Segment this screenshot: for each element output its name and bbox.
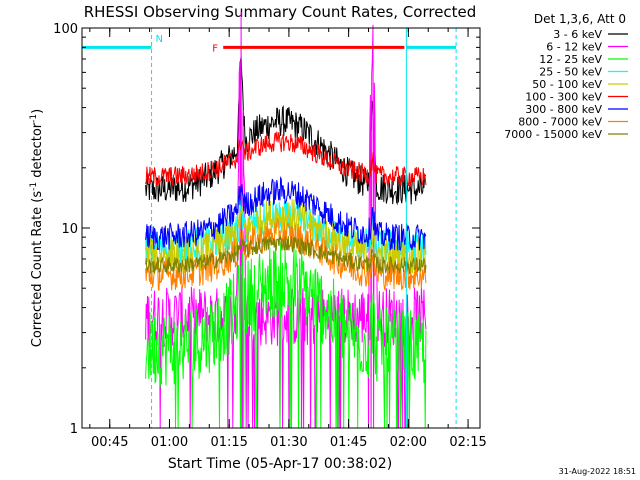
series-layer — [145, 11, 427, 429]
legend-label: 800 - 7000 keV — [518, 116, 602, 129]
legend-label: 7000 - 15000 keV — [504, 128, 602, 141]
legend-label: 3 - 6 keV — [553, 28, 602, 41]
overlay-layer: NF — [82, 28, 457, 428]
x-tick-label: 01:30 — [270, 435, 307, 450]
night-label: N — [156, 34, 163, 45]
series-line — [145, 56, 426, 206]
chart-title: RHESSI Observing Summary Count Rates, Co… — [84, 3, 477, 21]
series-line — [145, 131, 427, 187]
y-axis: 1 10 100 — [53, 22, 480, 437]
y-axis-label-sup2: -1 — [29, 114, 39, 123]
y-axis-label-main: Corrected Count Rate (s — [30, 191, 45, 348]
legend-label: 25 - 50 keV — [539, 66, 602, 79]
flare-label: F — [212, 43, 218, 54]
series-line — [145, 241, 427, 429]
y-tick-label: 10 — [61, 222, 78, 237]
series-line — [145, 11, 427, 429]
y-axis-label: Corrected Count Rate (s-1 detector-1) — [29, 109, 45, 347]
legend-label: 300 - 800 keV — [525, 103, 602, 116]
y-tick-label: 100 — [53, 22, 78, 37]
timestamp: 31-Aug-2022 18:51 — [559, 467, 636, 476]
x-tick-label: 01:15 — [210, 435, 247, 450]
legend-label: 50 - 100 keV — [532, 78, 602, 91]
y-axis-label-mid: detector — [30, 122, 45, 182]
legend-label: 6 - 12 keV — [546, 41, 602, 54]
x-tick-label: 01:45 — [330, 435, 367, 450]
legend-label: 12 - 25 keV — [539, 53, 602, 66]
y-tick-label: 1 — [70, 422, 78, 437]
x-tick-label: 02:00 — [390, 435, 427, 450]
y-axis-label-end: ) — [30, 109, 45, 114]
legend-label: 100 - 300 keV — [525, 91, 602, 104]
series-line — [145, 235, 427, 275]
x-axis-label: Start Time (05-Apr-17 00:38:02) — [168, 456, 392, 472]
legend-header: Det 1,3,6, Att 0 — [534, 12, 626, 26]
series-line — [145, 176, 427, 251]
x-tick-label: 02:15 — [449, 435, 486, 450]
x-tick-label: 01:00 — [151, 435, 188, 450]
y-axis-label-sup1: -1 — [29, 182, 39, 191]
x-tick-label: 00:45 — [91, 435, 128, 450]
x-axis: 00:45 01:00 01:15 01:30 01:45 02:00 02:15 — [89, 28, 487, 450]
